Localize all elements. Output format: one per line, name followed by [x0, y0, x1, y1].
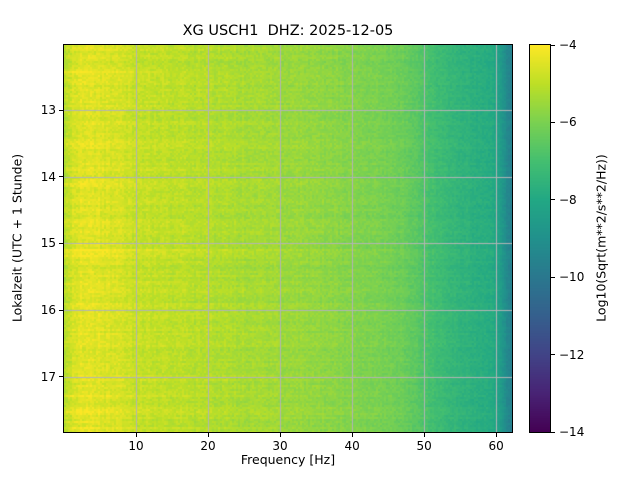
- y-tick-label: 17: [40, 369, 56, 384]
- colorbar-tick-label: −8: [559, 192, 577, 207]
- chart-title: XG USCH1 DHZ: 2025-12-05: [182, 23, 394, 39]
- x-tick-label: 30: [272, 439, 288, 453]
- x-tick-mark: [495, 433, 497, 437]
- colorbar-tick-label: −6: [559, 115, 577, 130]
- y-tick-mark: [59, 376, 63, 378]
- spectrogram-heatmap: [64, 45, 512, 432]
- x-tick-mark: [207, 433, 209, 437]
- x-tick-label: 40: [344, 439, 360, 453]
- x-tick-label: 60: [488, 439, 504, 453]
- colorbar-tick-mark: [551, 121, 555, 123]
- x-tick-mark: [351, 433, 353, 437]
- y-tick-label: 16: [40, 303, 56, 318]
- x-tick-mark: [135, 433, 137, 437]
- x-axis-label: Frequency [Hz]: [240, 452, 336, 467]
- y-tick-mark: [59, 109, 63, 111]
- x-tick-label: 50: [416, 439, 432, 453]
- colorbar-tick-mark: [551, 431, 555, 433]
- y-tick-label: 14: [40, 169, 56, 184]
- plot-area: [63, 44, 513, 433]
- y-tick-mark: [59, 176, 63, 178]
- y-tick-mark: [59, 242, 63, 244]
- x-tick-label: 20: [200, 439, 216, 453]
- colorbar-tick-label: −4: [559, 38, 577, 52]
- colorbar-tick-label: −10: [559, 270, 585, 285]
- x-tick-label: 10: [128, 439, 144, 453]
- colorbar-tick-mark: [551, 354, 555, 356]
- x-tick-mark: [423, 433, 425, 437]
- colorbar-tick-label: −14: [559, 425, 585, 439]
- colorbar-tick-mark: [551, 44, 555, 46]
- colorbar-tick-mark: [551, 199, 555, 201]
- colorbar: [529, 44, 551, 433]
- y-tick-mark: [59, 309, 63, 311]
- y-tick-label: 15: [40, 236, 56, 251]
- colorbar-tick-mark: [551, 276, 555, 278]
- colorbar-gradient: [530, 45, 550, 432]
- y-tick-label: 13: [40, 103, 56, 118]
- y-axis-label: Lokalzeit (UTC + 1 Stunde): [9, 153, 25, 323]
- colorbar-label: Log10(Sqrt(m**2/s**2/Hz)): [593, 154, 609, 322]
- x-tick-mark: [279, 433, 281, 437]
- colorbar-tick-label: −12: [559, 347, 585, 362]
